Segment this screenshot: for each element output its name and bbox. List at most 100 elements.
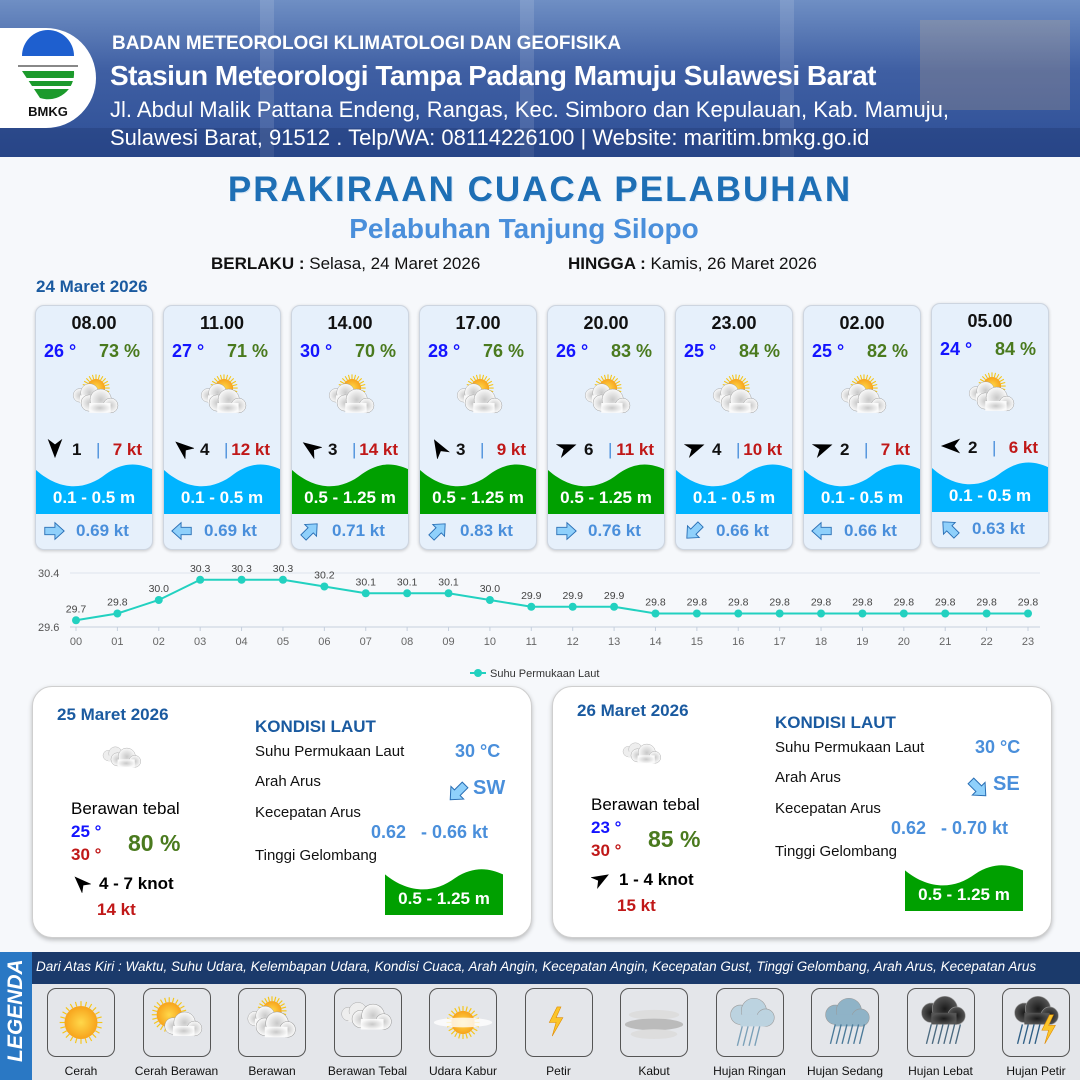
sun-cloud-icon — [142, 988, 211, 1057]
humidity: 73 % — [98, 341, 140, 361]
data-point — [154, 596, 163, 604]
data-label: 30.3 — [190, 563, 211, 575]
wave-height-graphic — [932, 460, 1048, 512]
wind-direction-arrow-icon — [590, 869, 611, 894]
page-title: PRAKIRAAN CUACA PELABUHAN — [227, 170, 853, 209]
valid-from-label: BERLAKU : — [211, 254, 305, 273]
data-label: 29.8 — [935, 597, 956, 609]
data-label: 29.9 — [604, 590, 625, 602]
data-point — [278, 575, 287, 584]
partly-cloudy-icon — [58, 368, 134, 430]
wind-direction-arrow-icon — [300, 437, 323, 460]
overcast-icon — [333, 988, 402, 1057]
sea-condition-title: KONDISI LAUT — [775, 713, 896, 732]
wave-height: 0.1 - 0.5 m — [180, 488, 264, 507]
data-label: 30.0 — [149, 583, 170, 595]
x-tick-label: 19 — [856, 636, 868, 648]
wave-height: 0.1 - 0.5 m — [52, 488, 136, 507]
legend-label: Hujan Ringan — [713, 1064, 786, 1078]
data-label: 30.3 — [231, 563, 252, 575]
wave-height-label: Tinggi Gelombang — [255, 847, 378, 864]
address-line-1: Jl. Abdul Malik Pattana Endeng, Rangas, … — [110, 97, 949, 122]
forecast-time: 08.00 — [71, 313, 117, 333]
current-direction-arrow-icon — [965, 775, 991, 806]
humidity: 84 % — [738, 341, 780, 361]
data-point — [899, 609, 908, 618]
fog-icon — [620, 988, 688, 1057]
x-tick-label: 22 — [980, 636, 992, 648]
current-speed: 0.66 kt — [716, 521, 769, 540]
wave-height-graphic — [385, 867, 503, 915]
sst-value: 30 °C — [975, 737, 1021, 757]
overcast-icon — [611, 733, 675, 788]
data-label: 29.9 — [562, 590, 583, 602]
current-speed: 0.83 kt — [460, 521, 513, 540]
wind-speed: 3 — [328, 440, 338, 459]
wind-direction-arrow-icon — [555, 437, 578, 459]
daily-wave-height: 0.5 - 1.25 m — [918, 885, 1010, 904]
x-tick-label: 21 — [939, 636, 951, 648]
wind-direction-arrow-icon — [683, 437, 706, 459]
data-point — [568, 602, 577, 611]
data-label: 29.8 — [107, 597, 128, 609]
data-label: 29.8 — [645, 597, 666, 609]
series-line — [75, 578, 1028, 622]
valid-to-value: Kamis, 26 Maret 2026 — [650, 254, 817, 273]
data-label: 30.1 — [356, 576, 377, 588]
legend-marker — [474, 669, 482, 677]
partly-cloudy-icon — [442, 368, 518, 430]
overcast-icon — [91, 737, 155, 792]
x-tick-label: 06 — [318, 636, 330, 648]
data-point — [817, 609, 826, 618]
current-speed: 0.66 kt — [844, 521, 897, 540]
data-label: 29.8 — [687, 597, 708, 609]
thunderstorm-icon — [1002, 988, 1070, 1057]
gust-speed: 14 kt — [359, 440, 398, 459]
weather-condition: Berawan tebal — [71, 799, 180, 818]
data-label: 29.8 — [894, 597, 915, 609]
legend-label: Petir — [546, 1064, 571, 1078]
wind-speed: 3 — [456, 440, 466, 459]
wave-height-label: Tinggi Gelombang — [775, 843, 898, 860]
wave-height: 0.1 - 0.5 m — [692, 488, 776, 507]
wind-speed: 4 — [712, 440, 722, 459]
forecast-card-1700: 17.00 28 ° 76 % 3 | 9 kt 0.5 - 1.25 m 0.… — [419, 305, 537, 550]
port-name: Pelabuhan Tanjung Silopo — [349, 213, 699, 244]
forecast-time: 17.00 — [455, 313, 501, 333]
wave-height-graphic — [164, 462, 280, 514]
current-direction-arrow-icon — [170, 519, 196, 541]
daily-wave-height: 0.5 - 1.25 m — [398, 889, 490, 908]
data-point — [237, 575, 246, 584]
partly-cloudy-icon — [826, 368, 902, 430]
separator: | — [352, 440, 357, 459]
wave-height-graphic — [36, 462, 152, 514]
data-point — [734, 609, 743, 618]
wind-direction-arrow-icon — [44, 437, 66, 459]
legend-label: Cerah — [64, 1064, 98, 1078]
day1-date: 24 Maret 2026 — [36, 277, 148, 296]
wind-speed-range: 4 - 7 knot — [99, 874, 174, 893]
gust-speed: 6 kt — [1008, 438, 1038, 457]
legend-side-label: LEGENDA — [0, 952, 32, 1080]
air-temperature: 24 ° — [940, 339, 973, 359]
wave-height: 0.1 - 0.5 m — [820, 488, 904, 507]
daily-gust: 15 kt — [617, 896, 656, 915]
partly-cloudy-icon — [186, 368, 262, 430]
forecast-time: 20.00 — [583, 313, 629, 333]
wind-direction-arrow-icon — [811, 437, 834, 459]
forecast-time: 14.00 — [327, 313, 373, 333]
data-label: 29.9 — [521, 590, 542, 602]
valid-to: HINGGA : Kamis, 26 Maret 2026 — [568, 254, 817, 274]
data-point — [775, 609, 784, 618]
humidity: 71 % — [226, 341, 268, 361]
x-tick-label: 12 — [567, 636, 579, 648]
x-tick-label: 02 — [153, 636, 165, 648]
separator: | — [96, 440, 101, 459]
current-direction: SE — [993, 773, 1020, 795]
forecast-card-0200: 02.00 25 ° 82 % 2 | 7 kt 0.1 - 0.5 m 0.6… — [803, 305, 921, 550]
bmkg-logo: BMKG — [0, 28, 96, 128]
data-point — [361, 589, 370, 598]
humidity: 76 % — [482, 341, 524, 361]
legend-label: Udara Kabur — [428, 1064, 498, 1078]
forecast-card-0800: 08.00 26 ° 73 % 1 | 7 kt 0.1 - 0.5 m 0.6… — [35, 305, 153, 550]
